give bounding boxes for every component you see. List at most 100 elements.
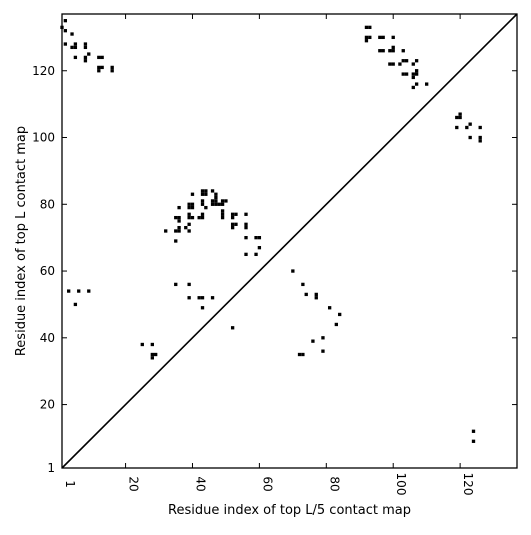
- contact-point: [154, 352, 158, 357]
- contact-point: [364, 25, 369, 30]
- contact-point: [244, 212, 248, 216]
- contact-point: [230, 225, 235, 230]
- contact-point: [244, 222, 248, 226]
- contact-point: [214, 195, 218, 200]
- contact-point: [388, 62, 392, 66]
- contact-point: [244, 225, 248, 230]
- contact-point: [217, 202, 221, 206]
- contact-point: [200, 192, 205, 196]
- contact-point: [150, 352, 154, 357]
- contact-point: [414, 59, 419, 63]
- contact-point: [391, 45, 395, 50]
- contact-point: [174, 239, 178, 243]
- y-tick-label: 100: [32, 131, 55, 145]
- contact-point: [455, 125, 459, 130]
- contact-point: [465, 125, 469, 130]
- contact-point: [63, 29, 68, 33]
- contact-point: [200, 215, 205, 220]
- y-tick-label: 40: [40, 331, 55, 345]
- contact-point: [425, 82, 429, 86]
- contact-point: [200, 202, 205, 206]
- contact-point: [200, 306, 205, 310]
- x-tick-label: 80: [327, 476, 341, 491]
- contact-point: [414, 72, 419, 76]
- contact-point: [190, 192, 195, 196]
- contact-point: [190, 215, 195, 220]
- contact-point: [391, 49, 395, 53]
- contact-point: [204, 189, 208, 193]
- contact-point: [184, 225, 188, 230]
- contact-point: [214, 192, 218, 196]
- contact-point: [187, 202, 191, 206]
- contact-point: [414, 69, 419, 73]
- contact-point: [314, 296, 318, 300]
- contact-point: [401, 59, 405, 63]
- contact-point: [220, 212, 225, 216]
- contact-point: [177, 229, 181, 233]
- contact-point: [190, 205, 195, 210]
- contact-point: [164, 229, 168, 233]
- x-tick-label: 100: [394, 473, 408, 496]
- contact-point: [471, 439, 476, 443]
- contact-point: [404, 59, 409, 63]
- contact-point: [230, 222, 235, 226]
- contact-point: [187, 296, 191, 300]
- contact-point: [97, 69, 101, 73]
- contact-point: [297, 352, 302, 357]
- contact-point: [401, 49, 405, 53]
- contact-point: [234, 212, 238, 216]
- x-tick-label: 40: [193, 476, 207, 491]
- contact-point: [220, 199, 225, 203]
- contact-point: [204, 205, 208, 210]
- contact-point: [244, 252, 248, 257]
- contact-point: [401, 72, 405, 76]
- contact-point: [411, 85, 415, 90]
- contact-point: [378, 35, 382, 40]
- contact-point: [200, 296, 205, 300]
- contact-point: [381, 49, 385, 53]
- contact-point: [254, 236, 258, 240]
- contact-point: [220, 202, 225, 206]
- contact-point: [87, 52, 91, 56]
- contact-point: [230, 212, 235, 216]
- x-tick-label: 1: [63, 480, 77, 488]
- contact-point: [388, 49, 392, 53]
- contact-point: [301, 352, 305, 357]
- contact-point: [174, 229, 178, 233]
- contact-point: [214, 202, 218, 206]
- contact-point: [291, 269, 295, 273]
- contact-point: [398, 62, 402, 66]
- contact-point: [391, 35, 395, 40]
- contact-point: [378, 49, 382, 53]
- contact-point: [150, 342, 154, 347]
- contact-point: [187, 282, 191, 287]
- contact-point: [174, 215, 178, 220]
- y-axis-label: Residue index of top L contact map: [14, 126, 29, 356]
- contact-point: [187, 222, 191, 226]
- contact-point: [177, 215, 181, 220]
- contact-point: [230, 326, 235, 330]
- contact-point: [368, 25, 372, 30]
- y-tick-label: 120: [32, 64, 55, 78]
- contact-point: [100, 55, 104, 60]
- y-tick-label: 60: [40, 264, 55, 278]
- contact-point: [471, 429, 476, 433]
- contact-point: [234, 222, 238, 226]
- contact-point: [455, 115, 459, 120]
- contact-point: [63, 42, 68, 46]
- contact-point: [257, 246, 262, 250]
- contact-point: [304, 292, 308, 297]
- contact-point: [478, 139, 482, 143]
- contact-point: [411, 75, 415, 80]
- contact-point: [214, 199, 218, 203]
- contact-point: [338, 312, 342, 317]
- contact-point: [210, 189, 215, 193]
- contact-point: [368, 35, 372, 40]
- contact-point: [334, 322, 338, 327]
- contact-point: [83, 59, 88, 63]
- contact-point: [311, 339, 315, 343]
- contact-point: [230, 215, 235, 220]
- contact-point: [187, 212, 191, 216]
